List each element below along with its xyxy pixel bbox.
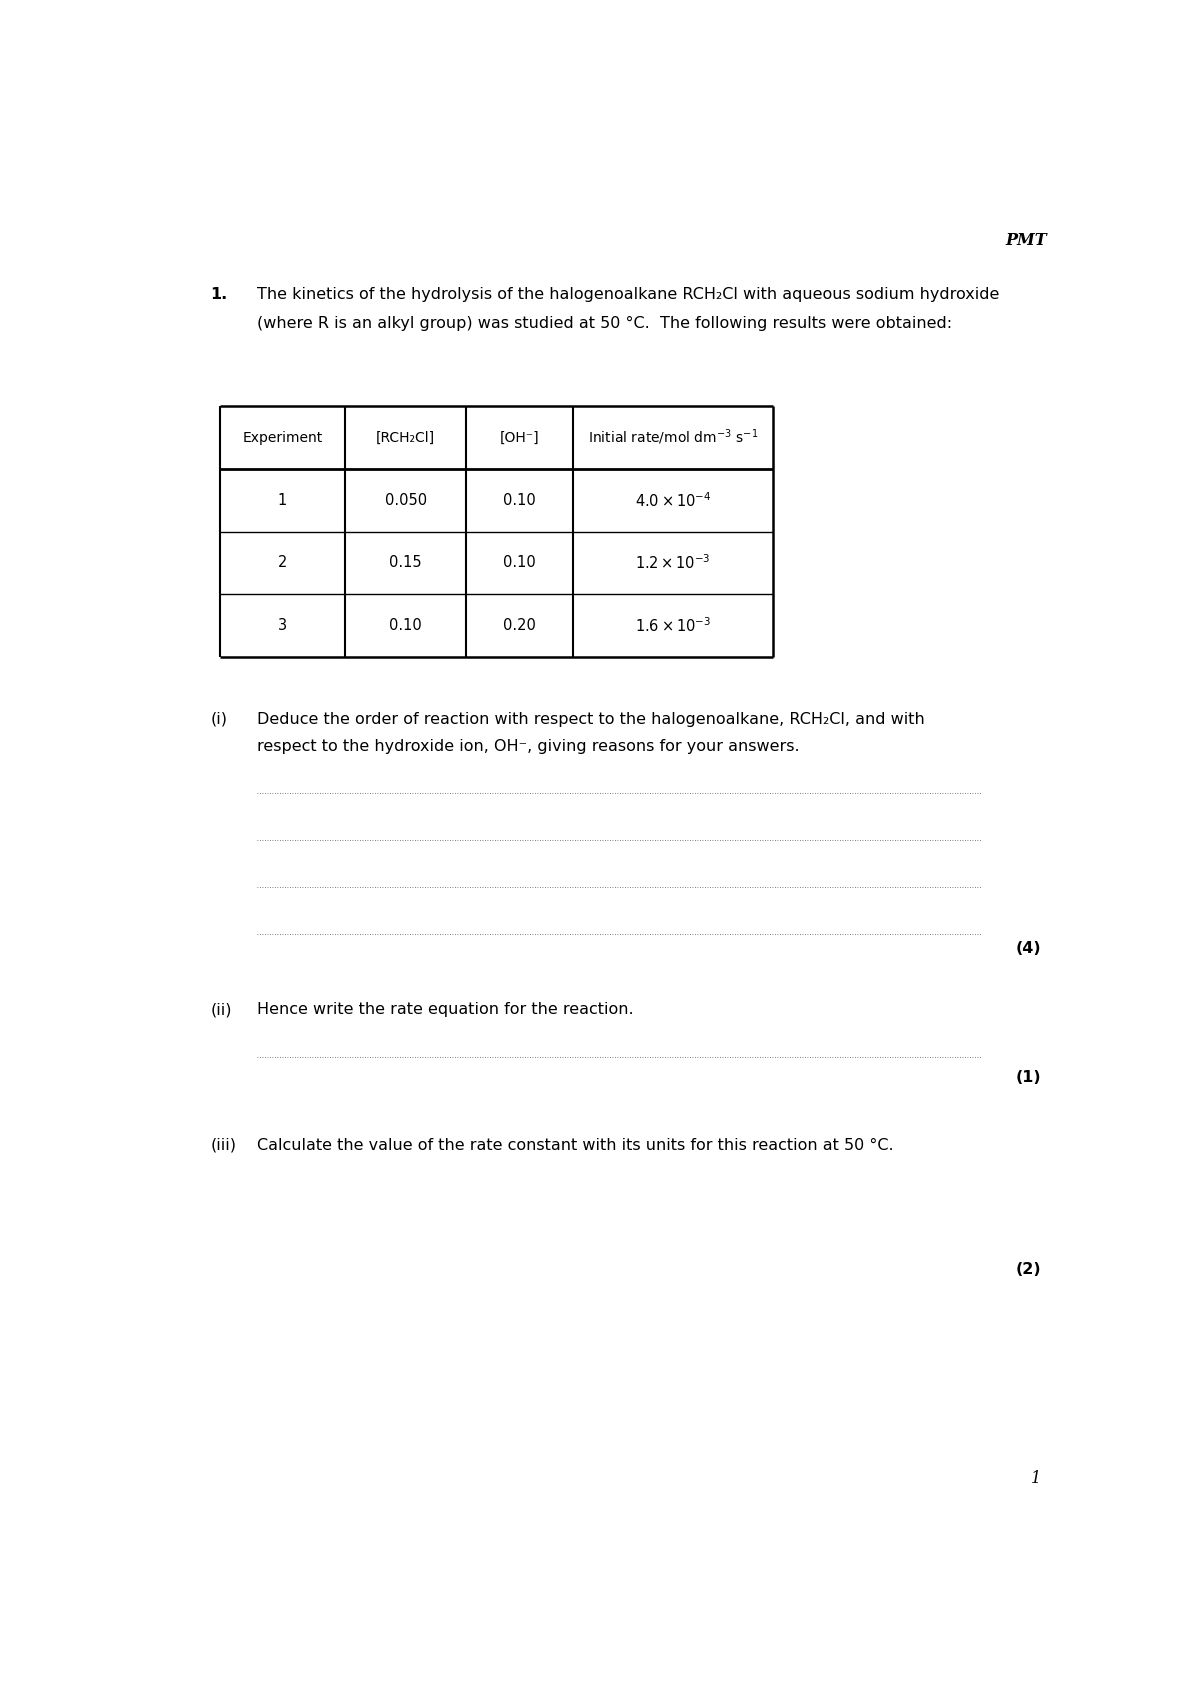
Text: (where R is an alkyl group) was studied at 50 °C.  The following results were ob: (where R is an alkyl group) was studied … [257, 316, 952, 331]
Text: [OH⁻]: [OH⁻] [500, 431, 540, 445]
Text: $1.2 \times 10^{-3}$: $1.2 \times 10^{-3}$ [636, 553, 710, 572]
Text: PMT: PMT [1006, 232, 1048, 249]
Text: 0.10: 0.10 [503, 555, 536, 570]
Text: $1.6 \times 10^{-3}$: $1.6 \times 10^{-3}$ [635, 616, 712, 635]
Text: The kinetics of the hydrolysis of the halogenoalkane RCH₂Cl with aqueous sodium : The kinetics of the hydrolysis of the ha… [257, 287, 1000, 302]
Bar [220, 406, 773, 657]
Text: (ii): (ii) [210, 1001, 232, 1017]
Text: [RCH₂Cl]: [RCH₂Cl] [376, 431, 436, 445]
Text: $4.0 \times 10^{-4}$: $4.0 \times 10^{-4}$ [635, 490, 712, 509]
Text: 0.050: 0.050 [385, 492, 427, 507]
Text: 1.: 1. [210, 287, 228, 302]
Text: 1: 1 [278, 492, 287, 507]
Text: Hence write the rate equation for the reaction.: Hence write the rate equation for the re… [257, 1001, 634, 1017]
Text: 0.10: 0.10 [503, 492, 536, 507]
Text: 0.15: 0.15 [390, 555, 422, 570]
Text: 3: 3 [278, 618, 287, 633]
Text: Initial rate/mol dm$^{-3}$ s$^{-1}$: Initial rate/mol dm$^{-3}$ s$^{-1}$ [588, 428, 758, 448]
Text: respect to the hydroxide ion, OH⁻, giving reasons for your answers.: respect to the hydroxide ion, OH⁻, givin… [257, 740, 799, 755]
Text: (iii): (iii) [210, 1139, 236, 1152]
Text: 1: 1 [1031, 1470, 1040, 1487]
Text: (2): (2) [1015, 1263, 1040, 1278]
Text: 0.10: 0.10 [389, 618, 422, 633]
Text: (1): (1) [1015, 1071, 1040, 1084]
Text: Experiment: Experiment [242, 431, 323, 445]
Text: Calculate the value of the rate constant with its units for this reaction at 50 : Calculate the value of the rate constant… [257, 1139, 894, 1152]
Text: 2: 2 [278, 555, 287, 570]
Text: 0.20: 0.20 [503, 618, 536, 633]
Text: Deduce the order of reaction with respect to the halogenoalkane, RCH₂Cl, and wit: Deduce the order of reaction with respec… [257, 713, 925, 726]
Text: (i): (i) [210, 713, 228, 726]
Text: (4): (4) [1015, 940, 1040, 955]
